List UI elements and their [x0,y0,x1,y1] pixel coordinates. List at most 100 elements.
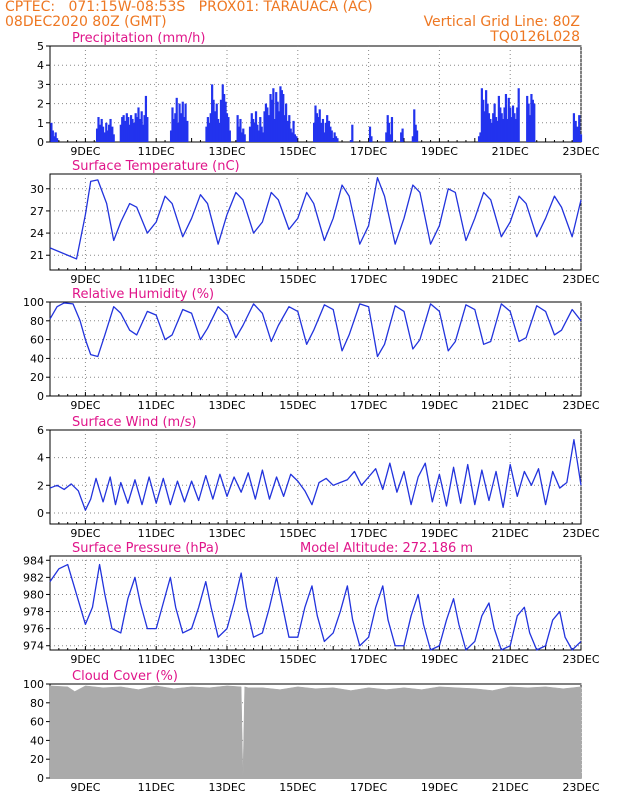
precip-bar [221,84,224,142]
precip-bar [280,90,283,142]
panel-title: Relative Humidity (%) [72,287,214,302]
precip-bar [211,84,214,142]
y-tick-label: 20 [30,753,44,766]
y-tick-label: 980 [23,588,44,601]
precip-bar [503,107,506,142]
y-tick-label: 5 [37,40,44,53]
panel-wind: 0 2 4 6 9DEC 11DEC 13DEC 15DEC 17DEC 19DEC 21DEC 23… [37,415,600,540]
panel-temp: 21 24 27 30 9DEC 11DEC 13DEC 15DEC 17DEC 19DEC 21D… [30,159,600,286]
precip-bar [140,111,143,142]
precip-bar [283,115,286,142]
date-label: 13DEC [208,653,245,666]
precip-bar [572,113,576,142]
precip-bar [212,99,215,142]
precip-bar [479,132,482,142]
panel-cloud: 0 20 40 60 80 100 9DEC 11DEC 13DEC 15DEC 17DEC 19DE… [23,669,600,794]
precip-bar [312,122,316,142]
y-tick-label: 2 [37,98,44,111]
precip-bar [137,107,140,142]
date-label: 19DEC [421,145,458,158]
precip-bar [100,118,103,142]
precip-bar [411,136,414,142]
panel-title: Surface Pressure (hPa) [72,541,219,556]
y-tick-label: 2 [37,479,44,492]
precip-bar [269,94,272,142]
precip-bar [368,126,372,142]
precip-bar [333,132,336,142]
panel-rh: 0 20 40 60 80 100 9DEC 11DEC 13DEC 15DEC 17DEC 19DE… [23,287,600,412]
precip-bar [146,117,149,142]
plot-frame [49,301,582,397]
precip-bar [266,107,269,142]
series-line-rh [49,302,582,358]
date-label: 13DEC [208,145,245,158]
precip-bar [254,111,258,142]
precip-bar [483,111,486,142]
precip-bar [295,136,298,142]
panel-title: Precipitation (mm/h) [72,31,205,46]
precip-bar [516,107,519,142]
precip-bar [183,117,186,142]
date-label: 15DEC [279,781,316,794]
precip-bar [578,115,581,142]
precip-bar [128,124,131,142]
y-tick-label: 0 [37,772,44,785]
precip-bar [401,128,404,142]
precip-bar [215,103,218,142]
precip-bar [500,113,503,142]
precip-bar [260,126,263,142]
precip-bar [119,124,122,142]
precip-bar [273,118,276,142]
precip-bar [55,138,59,142]
date-label: 15DEC [279,653,316,666]
precip-bar [292,120,295,142]
precip-bar [219,99,223,142]
y-tick-label: 40 [30,352,44,365]
precip-bar [510,117,513,142]
date-label: 23DEC [562,653,599,666]
precip-bar [177,122,180,142]
precip-bar [318,109,321,142]
precip-bar [256,124,259,142]
precip-bar [485,90,488,142]
precip-bar [514,118,517,142]
precip-bar [224,101,227,142]
model-altitude: Model Altitude: 272.186 m [300,541,473,556]
precip-bar [386,115,389,142]
precip-bar [270,99,274,142]
precip-bar [186,120,189,142]
precip-bar [275,92,278,142]
y-tick-label: 27 [30,205,44,218]
series-line-press [49,563,582,651]
precip-bar [99,124,102,142]
date-label: 21DEC [492,653,529,666]
date-label: 21DEC [492,145,529,158]
date-label: 15DEC [279,527,316,540]
precip-bar [181,101,184,142]
panel-title: Cloud Cover (%) [72,669,178,684]
run-date: 08DEC2020 80Z (GMT) [5,14,167,30]
precip-bar [144,95,148,142]
precip-bar [486,103,489,142]
y-tick-label: 0 [37,136,44,149]
date-label: 17DEC [350,781,387,794]
date-label: 23DEC [562,273,599,286]
y-tick-label: 978 [23,606,44,619]
date-label: 9DEC [70,273,100,286]
precip-bar [497,95,500,142]
precip-bar [288,115,291,142]
date-label: 15DEC [279,273,316,286]
date-label: 21DEC [492,273,529,286]
precip-bar [169,130,173,142]
precip-bar [95,128,99,142]
precip-bar [576,126,579,142]
precip-bar [314,105,317,142]
date-label: 17DEC [350,273,387,286]
precip-bar [415,130,419,142]
date-label: 13DEC [208,527,245,540]
precip-bar [250,113,253,142]
precip-bar [51,130,54,142]
y-tick-label: 976 [23,623,44,636]
y-tick-label: 6 [37,424,44,437]
precip-bar [526,95,529,142]
